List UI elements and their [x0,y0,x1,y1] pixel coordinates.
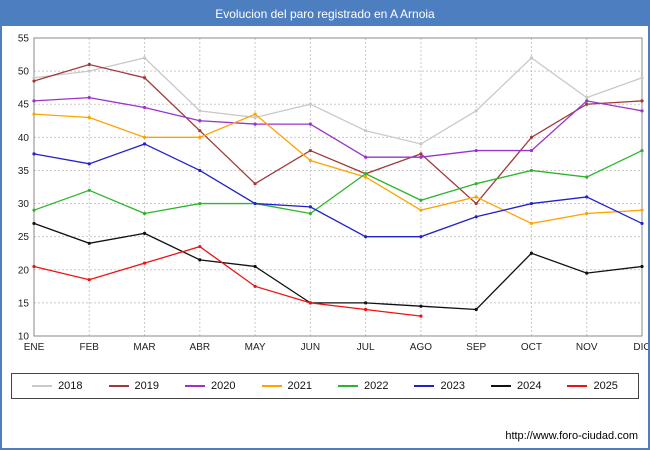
legend-label: 2025 [593,380,618,392]
legend-box: 2018 2019 2020 2021 2022 2023 2024 2025 [11,373,639,399]
svg-text:30: 30 [18,199,30,210]
svg-text:15: 15 [18,298,30,309]
legend-label: 2022 [364,380,389,392]
page-title: Evolucion del paro registrado en A Arnoi… [2,2,648,26]
svg-text:JUN: JUN [301,342,320,353]
legend-label: 2023 [440,380,465,392]
legend-line-sample [567,385,588,387]
legend-label: 2018 [58,380,83,392]
svg-text:10: 10 [18,332,30,343]
legend-item-2021: 2021 [261,380,312,392]
line-chart: 10 15 20 25 30 35 40 45 50 55 ENE FEB MAR ABR MAY JUN JU… [2,26,648,365]
legend-item-2022: 2022 [338,380,388,392]
svg-text:NOV: NOV [576,342,598,353]
chart-canvas: 10 15 20 25 30 35 40 45 50 55 ENE FEB MAR ABR MAY JUN JU… [18,34,650,354]
svg-text:AGO: AGO [410,342,432,353]
svg-text:55: 55 [18,34,30,45]
legend-item-2023: 2023 [414,380,465,392]
footer: http://www.foro-ciudad.com [2,399,648,448]
legend-item-2024: 2024 [490,380,542,392]
legend-label: 2021 [287,380,312,392]
legend-line-sample [414,385,435,387]
svg-text:ENE: ENE [24,342,45,353]
legend-line-sample [261,385,282,387]
legend-line-sample [338,385,358,387]
svg-text:35: 35 [18,166,30,177]
svg-text:OCT: OCT [521,342,542,353]
legend-item-2020: 2020 [185,380,236,392]
legend-item-2019: 2019 [108,380,160,392]
svg-text:MAR: MAR [133,342,155,353]
legend-label: 2020 [211,380,236,392]
legend-line-sample [490,385,511,387]
svg-text:45: 45 [18,100,30,111]
svg-text:20: 20 [18,265,30,276]
svg-text:25: 25 [18,232,30,243]
legend-item-2018: 2018 [32,380,83,392]
svg-text:ABR: ABR [190,342,211,353]
legend-line-sample [108,385,129,387]
legend-label: 2024 [516,380,542,392]
footer-link[interactable]: http://www.foro-ciudad.com [505,430,638,442]
legend-line-sample [32,385,53,387]
svg-text:DIC: DIC [633,342,650,353]
chart-legend: 2018 2019 2020 2021 2022 2023 2024 2025 [2,373,648,399]
svg-text:SEP: SEP [466,342,486,353]
legend-label: 2019 [134,380,160,392]
svg-text:50: 50 [18,67,30,78]
legend-line-sample [185,385,206,387]
svg-text:FEB: FEB [80,342,100,353]
svg-text:MAY: MAY [245,342,266,353]
svg-text:JUL: JUL [357,342,375,353]
legend-item-2025: 2025 [567,380,618,392]
svg-text:40: 40 [18,133,30,144]
